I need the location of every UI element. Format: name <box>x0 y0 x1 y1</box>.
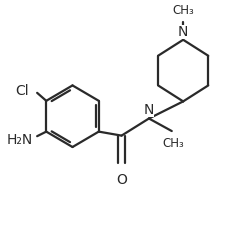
Text: N: N <box>178 25 188 39</box>
Text: CH₃: CH₃ <box>172 4 194 17</box>
Text: O: O <box>116 173 127 187</box>
Text: CH₃: CH₃ <box>162 137 184 150</box>
Text: Cl: Cl <box>15 84 29 97</box>
Text: N: N <box>144 103 154 117</box>
Text: H₂N: H₂N <box>6 133 33 147</box>
